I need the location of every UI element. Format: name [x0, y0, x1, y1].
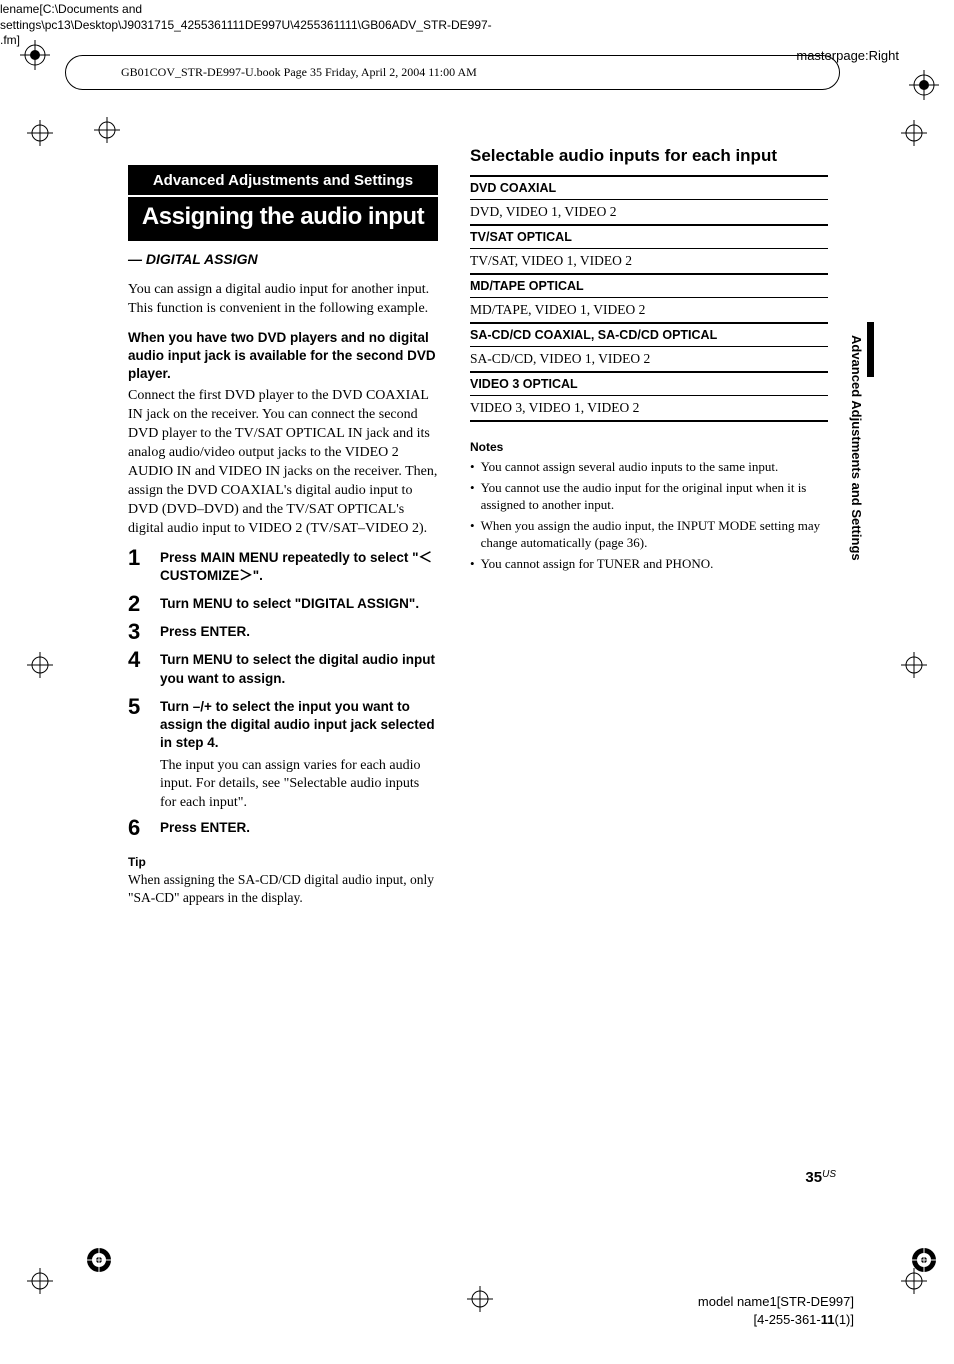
file-path-line: settings\pc13\Desktop\J9031715_425536111…: [0, 18, 492, 34]
page-number: 35US: [805, 1169, 836, 1186]
note-item: You cannot assign for TUNER and PHONO.: [470, 555, 828, 573]
target-mark-top-right: [909, 70, 939, 100]
step-item: 4 Turn MENU to select the digital audio …: [128, 651, 438, 691]
target-mark-bottom-right: [909, 1245, 939, 1275]
example-subhead: When you have two DVD players and no dig…: [128, 329, 438, 384]
notes-list: You cannot assign several audio inputs t…: [470, 458, 828, 572]
table-header: SA-CD/CD COAXIAL, SA-CD/CD OPTICAL: [470, 323, 828, 347]
table-header: MD/TAPE OPTICAL: [470, 274, 828, 298]
table-row: VIDEO 3, VIDEO 1, VIDEO 2: [470, 396, 828, 422]
note-item: You cannot use the audio input for the o…: [470, 479, 828, 514]
table-row: MD/TAPE, VIDEO 1, VIDEO 2: [470, 298, 828, 323]
footer-code-prefix: [4-255-361-: [754, 1312, 821, 1327]
intro-text: You can assign a digital audio input for…: [128, 281, 438, 319]
notes-heading: Notes: [470, 440, 828, 454]
step-number: 6: [128, 817, 160, 839]
file-path-line: lename[C:\Documents and: [0, 2, 492, 18]
footer-code: [4-255-361-11(1)]: [698, 1311, 854, 1329]
file-path-line: .fm]: [0, 33, 492, 49]
subtitle: — DIGITAL ASSIGN: [128, 251, 438, 267]
table-row: SA-CD/CD, VIDEO 1, VIDEO 2: [470, 347, 828, 372]
side-tab-marker: [867, 322, 874, 377]
note-item: When you assign the audio input, the INP…: [470, 517, 828, 552]
step-detail: The input you can assign varies for each…: [160, 757, 438, 814]
table-row: DVD, VIDEO 1, VIDEO 2: [470, 200, 828, 225]
file-path-header: lename[C:\Documents and settings\pc13\De…: [0, 2, 492, 49]
step-instruction: Press ENTER.: [160, 623, 438, 641]
footer-code-bold: 11: [821, 1312, 835, 1327]
book-header-text: GB01COV_STR-DE997-U.book Page 35 Friday,…: [121, 65, 477, 80]
page-content: Advanced Adjustments and Settings Assign…: [128, 145, 838, 907]
crop-mark-icon: [899, 650, 929, 680]
page-number-value: 35: [805, 1169, 822, 1186]
main-title: Assigning the audio input: [128, 197, 438, 241]
tip-heading: Tip: [128, 855, 438, 869]
crop-mark-icon: [25, 650, 55, 680]
crop-mark-icon: [92, 115, 122, 145]
note-text: You cannot use the audio input for the o…: [481, 479, 828, 514]
step-item: 6 Press ENTER.: [128, 819, 438, 841]
step-item: 5 Turn –/+ to select the input you want …: [128, 698, 438, 813]
table-header: DVD COAXIAL: [470, 175, 828, 200]
table-row: TV/SAT, VIDEO 1, VIDEO 2: [470, 249, 828, 274]
tip-text: When assigning the SA-CD/CD digital audi…: [128, 871, 438, 906]
target-mark-bottom-left: [84, 1245, 114, 1275]
step-number: 1: [128, 547, 160, 569]
side-tab-label: Advanced Adjustments and Settings: [844, 335, 864, 605]
crop-mark-icon: [25, 1266, 55, 1296]
right-heading: Selectable audio inputs for each input: [470, 145, 828, 167]
crop-mark-icon: [25, 118, 55, 148]
table-header: TV/SAT OPTICAL: [470, 225, 828, 249]
note-text: You cannot assign several audio inputs t…: [481, 458, 779, 476]
footer-model: model name1[STR-DE997]: [698, 1293, 854, 1311]
right-column: Selectable audio inputs for each input D…: [470, 145, 828, 907]
page-number-suffix: US: [822, 1169, 836, 1180]
example-text: Connect the first DVD player to the DVD …: [128, 387, 438, 538]
step-item: 2 Turn MENU to select "DIGITAL ASSIGN".: [128, 595, 438, 617]
crop-mark-icon: [465, 1284, 495, 1314]
step-number: 3: [128, 621, 160, 643]
steps-list: 1 Press MAIN MENU repeatedly to select "…: [128, 549, 438, 842]
crop-mark-icon: [899, 118, 929, 148]
step-instruction: Press MAIN MENU repeatedly to select "＜C…: [160, 549, 438, 585]
note-text: When you assign the audio input, the INP…: [481, 517, 828, 552]
note-item: You cannot assign several audio inputs t…: [470, 458, 828, 476]
step-number: 2: [128, 593, 160, 615]
footer-meta: model name1[STR-DE997] [4-255-361-11(1)]: [698, 1293, 854, 1329]
step-number: 4: [128, 649, 160, 671]
step-instruction: Press ENTER.: [160, 819, 438, 837]
step-instruction: Turn MENU to select the digital audio in…: [160, 651, 438, 687]
section-banner: Advanced Adjustments and Settings: [128, 165, 438, 195]
step-instruction: Turn MENU to select "DIGITAL ASSIGN".: [160, 595, 438, 613]
audio-inputs-table: DVD COAXIAL DVD, VIDEO 1, VIDEO 2 TV/SAT…: [470, 175, 828, 422]
book-page-header: GB01COV_STR-DE997-U.book Page 35 Friday,…: [65, 55, 840, 90]
left-column: Advanced Adjustments and Settings Assign…: [128, 145, 438, 907]
table-header: VIDEO 3 OPTICAL: [470, 372, 828, 396]
step-instruction: Turn –/+ to select the input you want to…: [160, 698, 438, 753]
step-number: 5: [128, 696, 160, 718]
footer-code-suffix: (1)]: [835, 1312, 855, 1327]
step-item: 1 Press MAIN MENU repeatedly to select "…: [128, 549, 438, 589]
step-item: 3 Press ENTER.: [128, 623, 438, 645]
note-text: You cannot assign for TUNER and PHONO.: [481, 555, 714, 573]
